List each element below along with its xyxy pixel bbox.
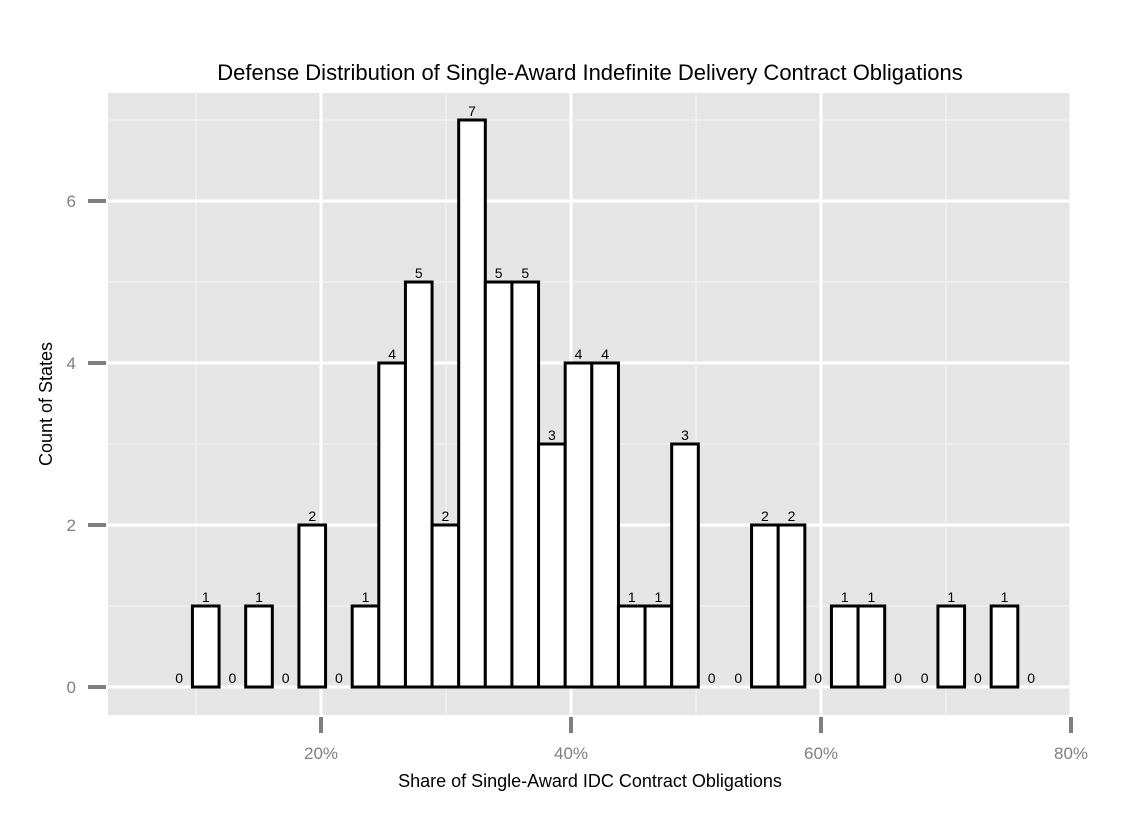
y-tick-label: 0 xyxy=(67,678,76,697)
histogram-bar xyxy=(750,523,780,689)
histogram-bar xyxy=(430,523,461,689)
bar-value-label: 2 xyxy=(441,508,449,524)
bar-value-label: 3 xyxy=(548,427,556,443)
bar-value-label: 4 xyxy=(601,346,609,362)
bar-value-label: 2 xyxy=(761,508,769,524)
bar-value-label: 1 xyxy=(841,589,849,605)
y-axis-title: Count of States xyxy=(36,342,56,466)
histogram-bar xyxy=(483,280,514,689)
bar-value-label: 0 xyxy=(921,670,929,686)
x-tick-label: 60% xyxy=(804,744,838,763)
bar-value-label: 4 xyxy=(388,346,396,362)
bar-value-label: 0 xyxy=(814,670,822,686)
bar-value-label: 4 xyxy=(575,346,583,362)
x-tick-label: 80% xyxy=(1054,744,1088,763)
bar-value-label: 0 xyxy=(175,670,183,686)
bars xyxy=(190,118,1020,689)
y-tick-label: 6 xyxy=(67,192,76,211)
histogram-bar xyxy=(989,604,1020,689)
histogram-bar xyxy=(457,118,487,689)
histogram-bar xyxy=(590,361,620,689)
bar-value-label: 5 xyxy=(495,265,503,281)
x-tick-label: 20% xyxy=(304,744,338,763)
y-tick-label: 4 xyxy=(67,354,76,373)
bar-value-label: 0 xyxy=(894,670,902,686)
histogram-bar xyxy=(616,604,647,689)
y-tick-label: 2 xyxy=(67,516,76,535)
histogram-bar xyxy=(563,361,594,689)
axes: 0 2 4 6 20% 40% 60% 80% xyxy=(67,192,1088,763)
bar-value-label: 0 xyxy=(974,670,982,686)
histogram-bar xyxy=(297,523,328,689)
histogram-bar xyxy=(670,442,700,689)
histogram-bar xyxy=(190,604,221,689)
bar-value-label: 1 xyxy=(202,589,210,605)
bar-value-label: 0 xyxy=(1027,670,1035,686)
bar-value-label: 1 xyxy=(255,589,263,605)
bar-value-label: 1 xyxy=(654,589,662,605)
bar-value-label: 3 xyxy=(681,427,689,443)
histogram-bar xyxy=(936,604,967,689)
histogram-bar xyxy=(537,442,567,689)
histogram-bar xyxy=(829,604,860,689)
histogram-bar xyxy=(403,280,434,689)
bar-value-label: 2 xyxy=(308,508,316,524)
histogram-bar xyxy=(377,361,407,689)
chart-title: Defense Distribution of Single-Award Ind… xyxy=(217,60,963,85)
bar-value-label: 1 xyxy=(867,589,875,605)
histogram-bar xyxy=(244,604,274,689)
bar-value-label: 0 xyxy=(282,670,290,686)
histogram-bar xyxy=(643,604,674,689)
bar-value-label: 5 xyxy=(415,265,423,281)
bar-value-label: 1 xyxy=(947,589,955,605)
bar-value-label: 5 xyxy=(521,265,529,281)
bar-value-label: 0 xyxy=(734,670,742,686)
bar-value-label: 2 xyxy=(788,508,796,524)
bar-value-label: 0 xyxy=(228,670,236,686)
histogram-bar xyxy=(776,523,807,689)
bar-value-label: 7 xyxy=(468,103,476,119)
bar-value-labels: 0 1 0 1 0 2 0 1 4 5 2 7 5 5 3 4 4 1 1 3 0 0 2 2 0 1 1 0 0 1 0 1 0 xyxy=(175,103,1035,686)
histogram-bar xyxy=(856,604,887,689)
bar-value-label: 1 xyxy=(362,589,370,605)
bar-value-label: 0 xyxy=(335,670,343,686)
x-axis-title: Share of Single-Award IDC Contract Oblig… xyxy=(398,771,782,791)
bar-value-label: 1 xyxy=(1001,589,1009,605)
histogram-bar xyxy=(350,604,381,689)
histogram-bar xyxy=(510,280,541,689)
x-tick-label: 40% xyxy=(554,744,588,763)
bar-value-label: 1 xyxy=(628,589,636,605)
bar-value-label: 0 xyxy=(708,670,716,686)
